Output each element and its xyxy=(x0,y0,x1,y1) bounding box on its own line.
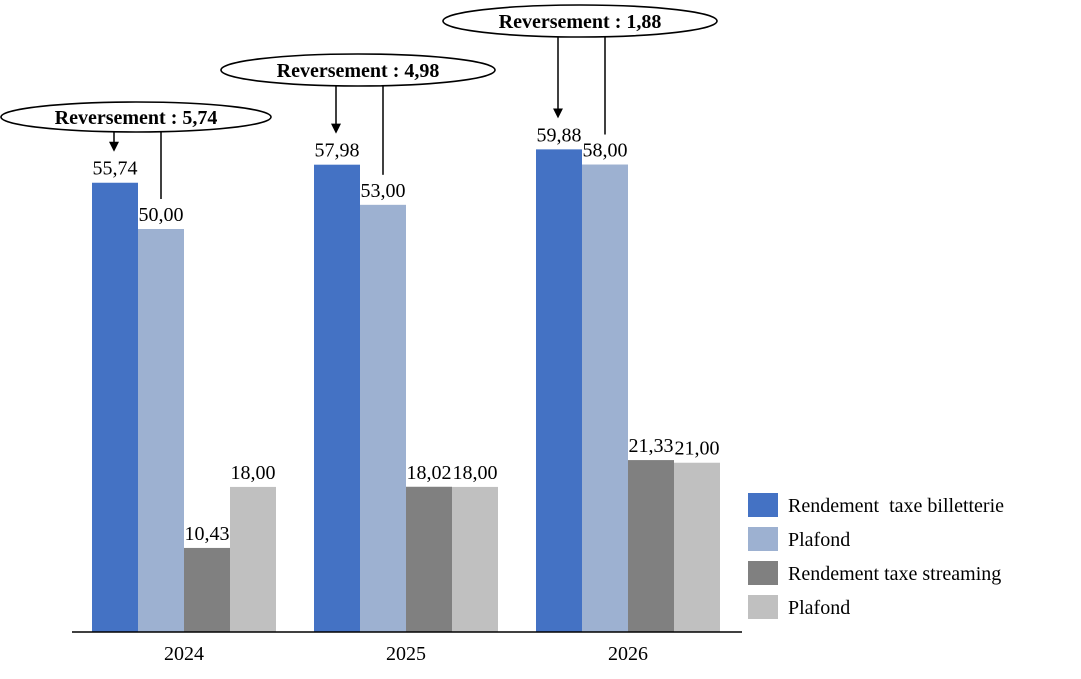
bar-2024-series-2 xyxy=(138,229,184,632)
bar-2025-series-1 xyxy=(314,164,360,632)
annotation-ellipse-2025 xyxy=(220,53,496,87)
value-label-2024-series-4: 18,00 xyxy=(231,462,276,484)
annotation-text-2025: Reversement : 4,98 xyxy=(277,60,440,82)
value-label-2024-series-1: 55,74 xyxy=(93,158,138,180)
annotation-text-2024: Reversement : 5,74 xyxy=(55,107,218,129)
bar-2026-series-1 xyxy=(536,149,582,633)
value-label-2024-series-3: 10,43 xyxy=(185,523,230,545)
bar-2024-series-4 xyxy=(230,486,276,632)
value-label-2025-series-1: 57,98 xyxy=(315,140,360,162)
x-tick-label-2024: 2024 xyxy=(164,643,204,665)
value-label-2024-series-2: 50,00 xyxy=(139,204,184,226)
bar-2024-series-1 xyxy=(92,182,138,632)
legend-swatch-series-2 xyxy=(748,527,778,551)
bar-2026-series-3 xyxy=(628,460,674,632)
legend: Rendement taxe billetterie Plafond Rendeme… xyxy=(748,493,1004,619)
legend-label-series-1: Rendement taxe billetterie xyxy=(788,495,1004,517)
bar-2024-series-3 xyxy=(184,547,230,632)
value-label-2025-series-4: 18,00 xyxy=(453,462,498,484)
legend-label-series-3: Rendement taxe streaming xyxy=(788,563,1001,585)
legend-label-series-2: Plafond xyxy=(788,529,850,551)
annotation-ellipse-2024 xyxy=(0,101,272,133)
value-label-2025-series-2: 53,00 xyxy=(361,180,406,202)
legend-swatch-series-3 xyxy=(748,561,778,585)
bar-2026-series-2 xyxy=(582,164,628,632)
annotations-layer: Reversement : 5,74 Reversement : 4,98 Reve… xyxy=(0,4,718,199)
legend-swatch-series-4 xyxy=(748,595,778,619)
annotation-text-2026: Reversement : 1,88 xyxy=(499,11,662,33)
bars-layer xyxy=(92,149,720,633)
legend-label-series-4: Plafond xyxy=(788,597,850,619)
value-label-2026-series-4: 21,00 xyxy=(675,438,720,460)
bar-2025-series-2 xyxy=(360,204,406,632)
value-label-2026-series-1: 59,88 xyxy=(537,124,582,146)
value-label-2026-series-2: 58,00 xyxy=(583,140,628,162)
bar-2026-series-4 xyxy=(674,462,720,632)
value-label-2025-series-3: 18,02 xyxy=(407,462,452,484)
annotation-ellipse-2026 xyxy=(442,4,718,38)
bar-2025-series-3 xyxy=(406,486,452,632)
x-tick-label-2025: 2025 xyxy=(386,643,426,665)
x-tick-labels: 2024 2025 2026 xyxy=(164,643,648,665)
bar-2025-series-4 xyxy=(452,486,498,632)
x-tick-label-2026: 2026 xyxy=(608,643,648,665)
value-label-2026-series-3: 21,33 xyxy=(629,435,674,457)
legend-swatch-series-1 xyxy=(748,493,778,517)
value-labels-layer: 55,74 57,98 59,88 50,00 53,00 58,00 10,43 18,02… xyxy=(93,124,720,545)
